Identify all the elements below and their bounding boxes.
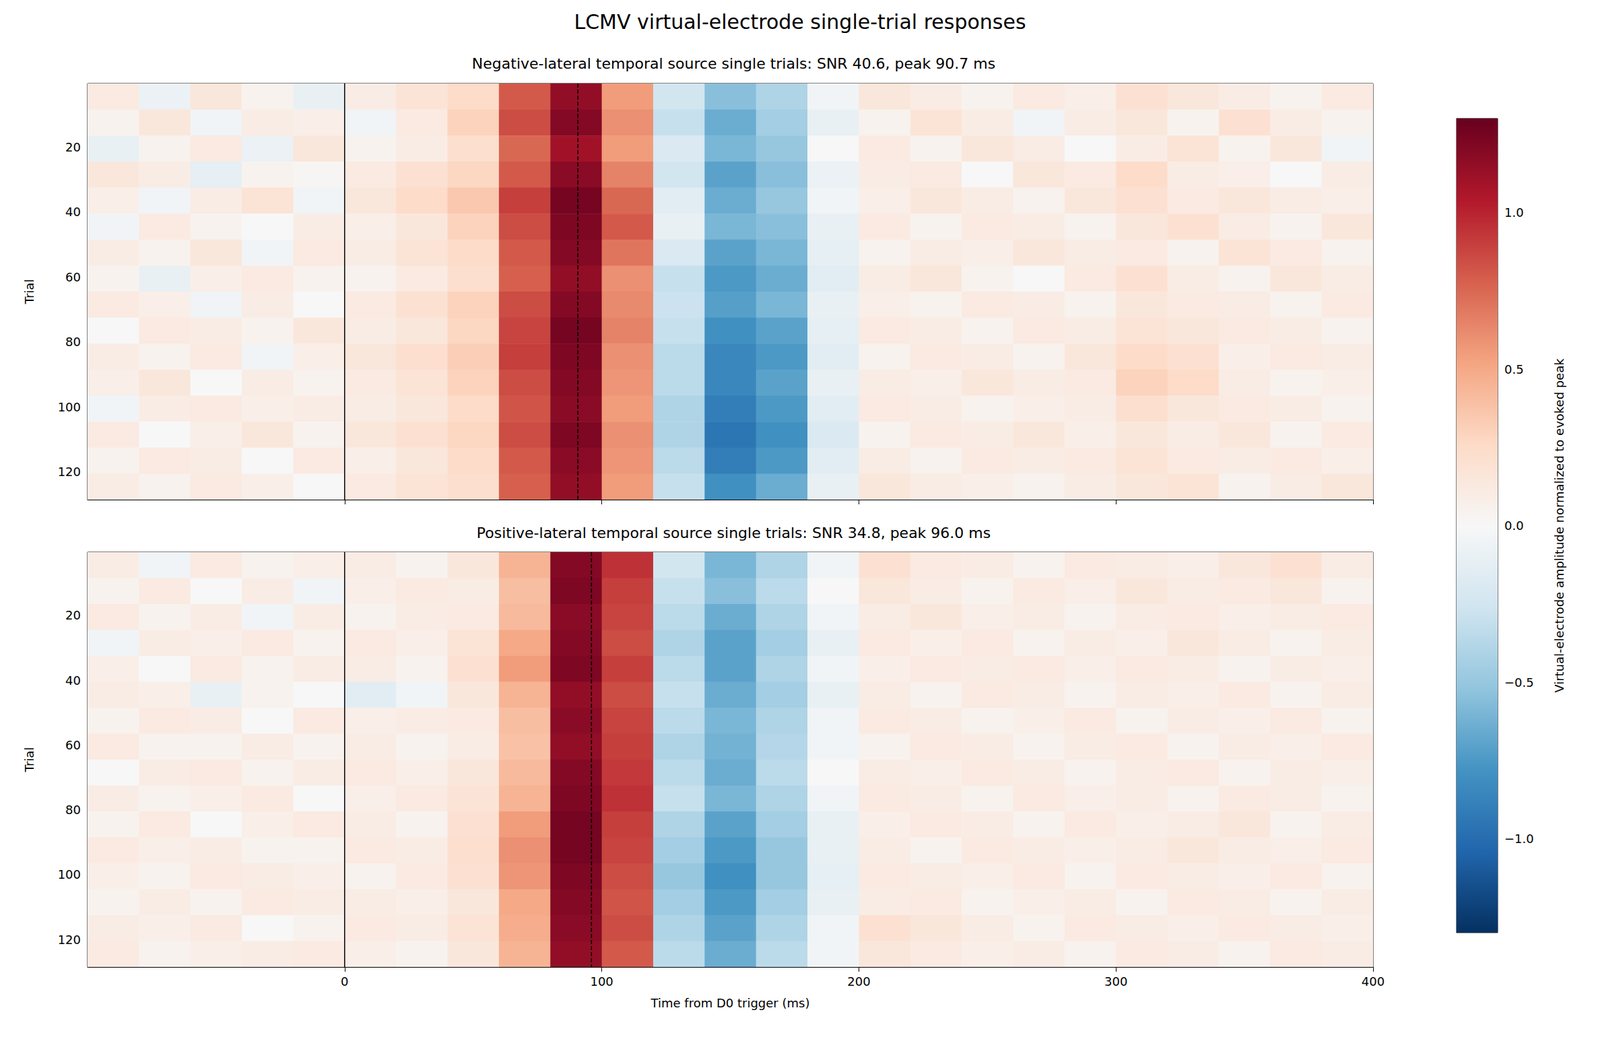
svg-text:Time from D0 trigger (ms): Time from D0 trigger (ms) [650,995,811,1011]
svg-text:−1.0: −1.0 [1504,831,1535,846]
svg-text:300: 300 [1104,974,1128,989]
svg-text:100: 100 [57,867,81,882]
svg-text:120: 120 [57,464,81,479]
svg-text:120: 120 [57,932,81,947]
svg-text:Virtual-electrode amplitude no: Virtual-electrode amplitude normalized t… [1552,358,1567,693]
svg-text:200: 200 [847,974,871,989]
svg-text:80: 80 [65,334,81,349]
svg-text:20: 20 [65,140,81,155]
svg-text:20: 20 [65,608,81,623]
svg-text:100: 100 [57,400,81,415]
svg-text:0.5: 0.5 [1504,362,1524,377]
svg-text:40: 40 [65,204,81,219]
svg-text:80: 80 [65,802,81,817]
svg-text:40: 40 [65,673,81,688]
svg-text:Positive-lateral temporal sour: Positive-lateral temporal source single … [476,524,991,542]
svg-text:0.0: 0.0 [1504,518,1524,533]
svg-text:400: 400 [1361,974,1385,989]
svg-text:100: 100 [589,974,613,989]
svg-text:60: 60 [65,270,81,285]
svg-text:0: 0 [340,974,349,989]
svg-text:Trial: Trial [22,747,37,774]
svg-text:1.0: 1.0 [1504,205,1524,220]
svg-text:−0.5: −0.5 [1504,675,1535,690]
svg-text:Trial: Trial [22,279,37,306]
svg-text:LCMV virtual-electrode single-: LCMV virtual-electrode single-trial resp… [573,10,1026,34]
svg-text:Negative-lateral temporal sour: Negative-lateral temporal source single … [472,55,996,73]
svg-text:60: 60 [65,738,81,753]
